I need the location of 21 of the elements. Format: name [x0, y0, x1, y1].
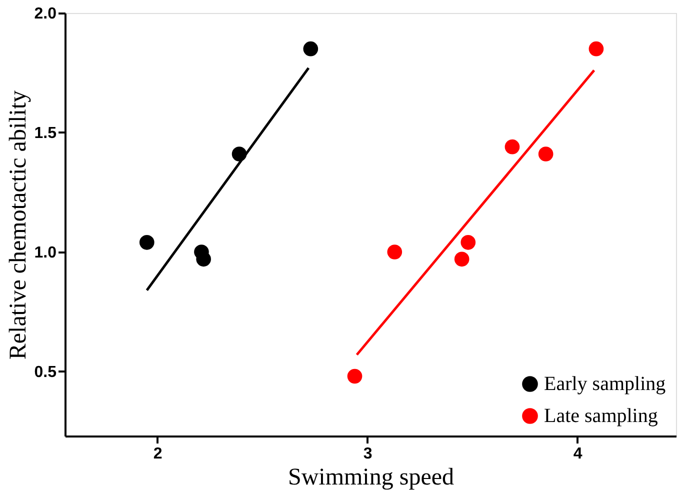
point — [538, 146, 554, 162]
point — [347, 368, 362, 384]
point — [387, 244, 402, 260]
x-axis-title: Swimming speed — [288, 464, 454, 490]
x-tick-label: 4 — [573, 446, 582, 462]
y-tick-label: 2.0 — [34, 6, 57, 22]
point — [460, 235, 476, 250]
x-tick-label: 2 — [153, 446, 162, 462]
y-tick-label: 1.0 — [34, 244, 57, 262]
point — [139, 235, 154, 250]
legend-label: Late sampling — [544, 405, 658, 427]
y-tick-label: 1.5 — [34, 124, 57, 142]
point — [588, 41, 604, 56]
point — [454, 252, 470, 267]
y-tick-label: 0.5 — [34, 364, 57, 381]
y-axis-title: Relative chemotactic ability — [5, 90, 32, 360]
x-tick-label: 3 — [363, 446, 372, 462]
point — [196, 252, 211, 267]
point — [504, 139, 520, 154]
legend-label: Early sampling — [544, 373, 666, 395]
point — [303, 41, 318, 56]
